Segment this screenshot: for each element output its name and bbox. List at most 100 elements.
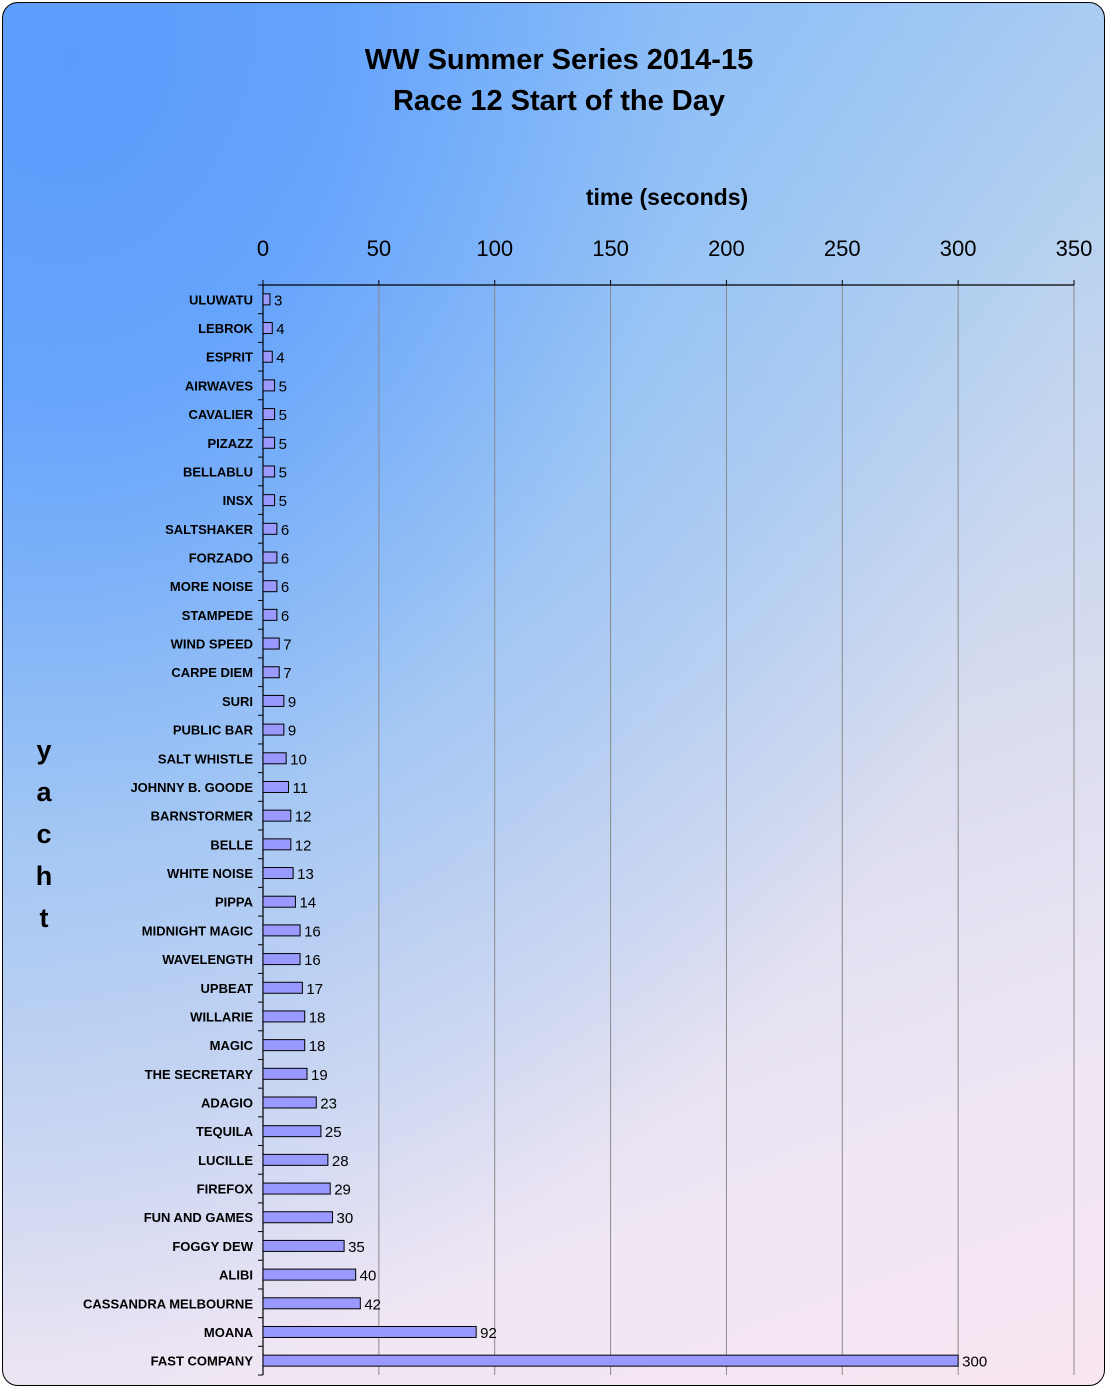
category-label: MAGIC bbox=[210, 1038, 254, 1053]
bar bbox=[262, 350, 273, 363]
data-label: 18 bbox=[309, 1038, 326, 1055]
bar bbox=[262, 953, 301, 966]
data-label: 7 bbox=[283, 665, 291, 682]
data-label: 4 bbox=[276, 321, 284, 338]
bar bbox=[262, 1268, 357, 1281]
bar bbox=[262, 1039, 306, 1052]
bar bbox=[262, 838, 292, 851]
data-label: 12 bbox=[295, 837, 312, 854]
category-label: ADAGIO bbox=[201, 1096, 253, 1111]
bar bbox=[262, 809, 292, 822]
chart-title: WW Summer Series 2014-15 Race 12 Start o… bbox=[365, 44, 753, 117]
data-label: 14 bbox=[299, 895, 316, 912]
x-tick-label: 150 bbox=[592, 236, 629, 261]
bar bbox=[262, 494, 276, 507]
bar bbox=[262, 465, 276, 478]
category-label: CASSANDRA MELBOURNE bbox=[83, 1296, 253, 1311]
bars bbox=[262, 293, 959, 1367]
category-label: PUBLIC BAR bbox=[173, 723, 254, 738]
x-tick-label: 300 bbox=[940, 236, 977, 261]
bar bbox=[262, 1153, 329, 1166]
bar bbox=[262, 1125, 322, 1138]
data-label: 28 bbox=[332, 1153, 349, 1170]
y-axis-title-letter: y bbox=[36, 735, 51, 765]
category-label: WAVELENGTH bbox=[162, 952, 253, 967]
data-label: 6 bbox=[281, 579, 289, 596]
x-axis-title: time (seconds) bbox=[586, 184, 748, 210]
bar bbox=[262, 1096, 317, 1109]
data-label: 92 bbox=[480, 1325, 497, 1342]
data-label: 5 bbox=[279, 436, 287, 453]
category-label: LEBROK bbox=[198, 321, 254, 336]
bar bbox=[262, 752, 287, 765]
category-label: CARPE DIEM bbox=[171, 665, 253, 680]
data-label: 4 bbox=[276, 350, 284, 367]
data-label: 10 bbox=[290, 751, 307, 768]
bar bbox=[262, 608, 278, 621]
data-label: 300 bbox=[962, 1354, 987, 1371]
category-label: SALTSHAKER bbox=[165, 522, 253, 537]
bar-chart: WW Summer Series 2014-15 Race 12 Start o… bbox=[36, 44, 1092, 1376]
data-label: 35 bbox=[348, 1239, 365, 1256]
category-label: WHITE NOISE bbox=[167, 866, 253, 881]
bar bbox=[262, 522, 278, 535]
bar bbox=[262, 1010, 306, 1023]
bar bbox=[262, 408, 276, 421]
bar bbox=[262, 981, 303, 994]
category-label: BARNSTORMER bbox=[151, 809, 254, 824]
bar bbox=[262, 694, 285, 707]
y-axis-title-letter: a bbox=[36, 777, 52, 807]
data-label: 25 bbox=[325, 1124, 342, 1141]
category-label: PIPPA bbox=[215, 895, 254, 910]
data-label: 42 bbox=[364, 1296, 381, 1313]
x-tick-label: 200 bbox=[708, 236, 745, 261]
y-axis-title-letter: t bbox=[40, 903, 49, 933]
data-label: 13 bbox=[297, 866, 314, 883]
bar bbox=[262, 322, 273, 335]
bar bbox=[262, 551, 278, 564]
bar bbox=[262, 1211, 334, 1224]
bar bbox=[262, 379, 276, 392]
data-label: 9 bbox=[288, 694, 296, 711]
x-tick-label: 50 bbox=[367, 236, 391, 261]
bar bbox=[262, 924, 301, 937]
data-label: 3 bbox=[274, 292, 282, 309]
chart-title-line-2: Race 12 Start of the Day bbox=[393, 85, 725, 117]
bar bbox=[262, 1067, 308, 1080]
x-tick-label: 0 bbox=[257, 236, 269, 261]
data-label: 16 bbox=[304, 952, 321, 969]
category-label: FIREFOX bbox=[197, 1182, 254, 1197]
category-label: UPBEAT bbox=[201, 981, 254, 996]
data-label: 7 bbox=[283, 637, 291, 654]
category-label: WIND SPEED bbox=[171, 637, 253, 652]
bar bbox=[262, 580, 278, 593]
data-label: 40 bbox=[360, 1268, 377, 1285]
category-label: MOANA bbox=[204, 1325, 254, 1340]
data-label: 29 bbox=[334, 1182, 351, 1199]
bar bbox=[262, 1325, 477, 1338]
bar bbox=[262, 780, 289, 793]
category-label: CAVALIER bbox=[188, 407, 253, 422]
bar bbox=[262, 867, 294, 880]
category-label: FUN AND GAMES bbox=[144, 1210, 254, 1225]
chart-title-line-1: WW Summer Series 2014-15 bbox=[365, 44, 753, 76]
category-label: STAMPEDE bbox=[182, 608, 254, 623]
category-label: ALIBI bbox=[219, 1268, 253, 1283]
data-label: 19 bbox=[311, 1067, 328, 1084]
bar bbox=[262, 723, 285, 736]
bar bbox=[262, 293, 271, 306]
category-label: THE SECRETARY bbox=[145, 1067, 254, 1082]
data-label: 12 bbox=[295, 809, 312, 826]
category-label: SURI bbox=[222, 694, 253, 709]
bar bbox=[262, 637, 280, 650]
bar bbox=[262, 436, 276, 449]
category-label: SALT WHISTLE bbox=[158, 751, 253, 766]
category-label: FOGGY DEW bbox=[172, 1239, 253, 1254]
bar bbox=[262, 666, 280, 679]
data-label: 16 bbox=[304, 923, 321, 940]
data-label: 23 bbox=[320, 1096, 337, 1113]
data-label: 30 bbox=[337, 1210, 354, 1227]
data-label: 17 bbox=[306, 981, 323, 998]
